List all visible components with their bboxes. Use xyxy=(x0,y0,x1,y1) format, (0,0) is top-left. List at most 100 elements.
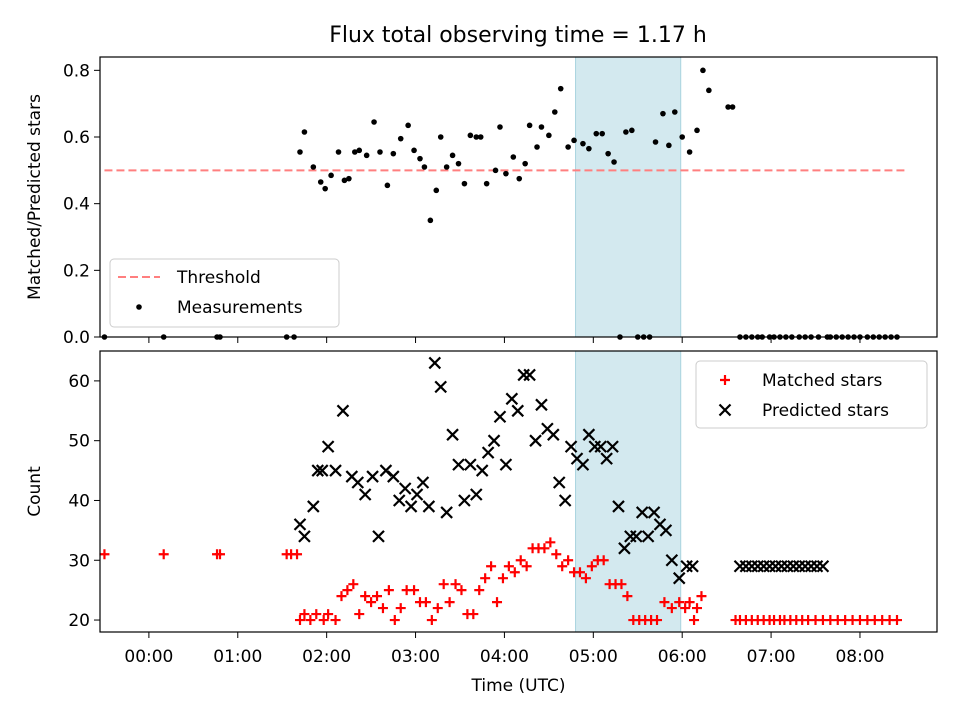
measurement-point xyxy=(565,144,571,150)
matched-star-point xyxy=(684,597,695,608)
measurement-point xyxy=(546,132,552,139)
measurement-point xyxy=(352,149,358,155)
predicted-star-point xyxy=(351,476,365,489)
predicted-star-point xyxy=(493,410,507,424)
measurement-point xyxy=(437,134,444,140)
matched-star-point xyxy=(692,603,703,614)
measurement-point xyxy=(700,67,706,74)
x-tick-label: 06:00 xyxy=(658,647,707,667)
measurement-point xyxy=(492,167,499,174)
top-y-axis-label: Matched/Predicted stars xyxy=(25,94,45,300)
top-panel: 0.0 0.2 0.4 0.6 0.8 Matched/Predicted stars Th… xyxy=(25,56,938,348)
measurement-point xyxy=(510,154,517,160)
matched-star-point xyxy=(311,609,322,620)
predicted-star-point xyxy=(816,559,830,573)
measurement-point xyxy=(356,147,363,154)
measurement-point xyxy=(417,155,423,162)
x-tick-label: 02:00 xyxy=(302,647,351,667)
predicted-star-point xyxy=(336,404,350,418)
measurement-point xyxy=(310,164,317,170)
predicted-star-point xyxy=(618,542,631,555)
bottom-y-tick-label: 30 xyxy=(68,551,90,571)
matched-star-point xyxy=(348,579,359,590)
top-y-tick-label: 0.2 xyxy=(63,261,90,281)
measurement-point xyxy=(317,179,324,185)
measurement-point xyxy=(473,134,480,140)
bottom-y-tick-label: 50 xyxy=(68,432,90,452)
matched-star-point xyxy=(616,579,627,590)
matched-star-point xyxy=(360,591,371,602)
predicted-star-point xyxy=(499,458,513,471)
measurement-point xyxy=(483,180,490,187)
matched-star-point xyxy=(409,585,420,596)
measurement-point xyxy=(421,164,428,170)
predicted-star-point xyxy=(410,488,424,501)
measurement-point xyxy=(443,164,450,170)
matched-star-point xyxy=(444,597,455,608)
matched-star-point xyxy=(426,615,437,626)
matched-star-point xyxy=(689,615,700,626)
top-legend-box xyxy=(109,258,340,328)
predicted-star-point xyxy=(452,458,465,471)
legend-measurements-swatch xyxy=(136,304,142,310)
measurement-point xyxy=(390,150,397,157)
bottom-y-axis-label: Count xyxy=(25,466,45,517)
predicted-star-point xyxy=(629,530,643,543)
predicted-star-point xyxy=(647,506,661,519)
legend-threshold-label: Threshold xyxy=(176,268,261,288)
matched-star-point xyxy=(563,555,574,566)
predicted-star-point xyxy=(293,518,307,531)
matched-star-point xyxy=(539,543,550,554)
predicted-star-point xyxy=(298,530,311,543)
measurement-point xyxy=(580,140,586,147)
predicted-star-point xyxy=(582,428,596,441)
predicted-star-point xyxy=(612,500,625,513)
bottom-axes-frame xyxy=(99,350,938,633)
matched-star-point xyxy=(468,609,479,620)
predicted-star-point xyxy=(329,464,342,477)
measurement-point xyxy=(652,139,659,145)
top-axes-frame xyxy=(99,56,938,338)
predicted-star-point xyxy=(487,434,501,447)
matched-star-point xyxy=(318,615,329,626)
predicted-star-point xyxy=(387,470,400,483)
matched-star-point xyxy=(892,615,903,626)
matched-star-point xyxy=(395,603,406,614)
top-y-tick-label: 0.8 xyxy=(63,61,90,81)
predicted-star-point xyxy=(481,446,495,459)
predicted-star-point xyxy=(665,553,679,567)
matched-star-point xyxy=(323,609,334,620)
predicted-star-point xyxy=(470,488,483,501)
matched-star-point xyxy=(622,591,633,602)
matched-star-point xyxy=(372,591,383,602)
predicted-star-point xyxy=(422,500,436,513)
legend-predicted-swatch xyxy=(718,403,732,417)
predicted-star-point xyxy=(404,500,418,513)
matched-star-point xyxy=(354,609,365,620)
bottom-y-tick-label: 20 xyxy=(68,611,90,631)
matched-star-point xyxy=(551,549,562,560)
matched-star-point xyxy=(366,597,377,608)
matched-star-point xyxy=(389,615,400,626)
measurement-point xyxy=(605,150,611,157)
x-tick-label: 08:00 xyxy=(835,647,884,667)
matched-star-point xyxy=(294,615,305,626)
measurement-point xyxy=(411,147,417,154)
predicted-star-point xyxy=(564,440,578,453)
predicted-star-point xyxy=(392,494,406,507)
measurement-point xyxy=(405,122,411,129)
measurement-point xyxy=(593,130,600,137)
predicted-star-point xyxy=(475,464,489,477)
measurement-point xyxy=(526,122,533,129)
legend-matched-label: Matched stars xyxy=(762,371,882,391)
predicted-star-point xyxy=(434,380,448,394)
measurement-point xyxy=(599,130,605,137)
bottom-observing-window xyxy=(575,351,681,632)
matched-star-point xyxy=(292,549,303,560)
matched-star-point xyxy=(557,561,568,572)
predicted-star-point xyxy=(321,440,335,453)
bottom-y-tick-label: 40 xyxy=(68,491,90,511)
predicted-star-point xyxy=(547,428,560,441)
